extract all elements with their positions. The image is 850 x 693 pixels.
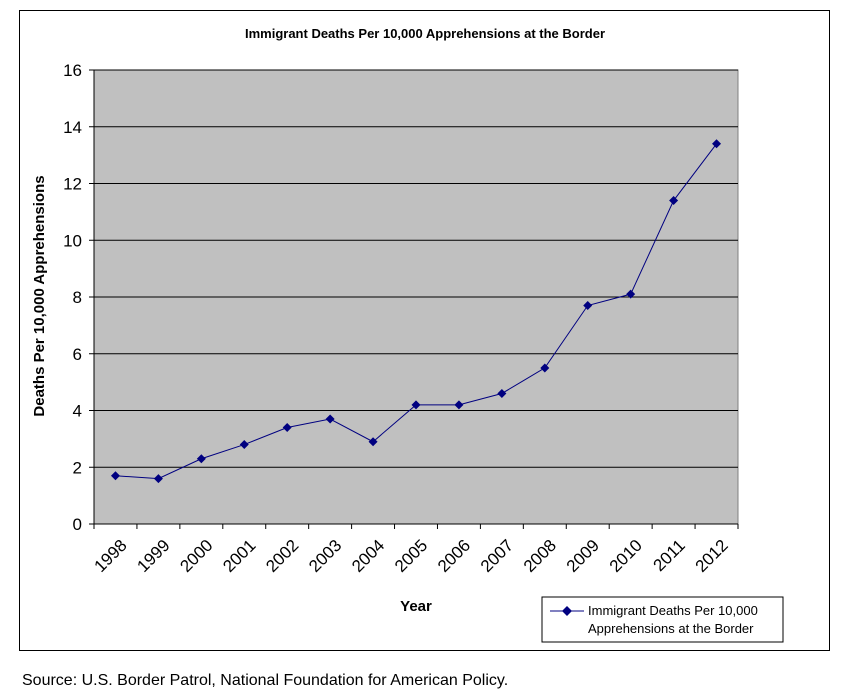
x-tick-label: 2009: [563, 536, 603, 576]
legend-box: [541, 596, 784, 643]
data-point: [368, 437, 378, 447]
x-tick-label: 2001: [219, 536, 259, 576]
x-tick-label: 2004: [348, 536, 388, 576]
x-axis-label: Year: [400, 598, 432, 615]
y-tick-label: 6: [73, 345, 82, 364]
axes: [89, 69, 739, 529]
y-tick-label: 4: [73, 402, 82, 421]
data-point: [153, 474, 163, 484]
chart-title: Immigrant Deaths Per 10,000 Apprehension…: [245, 26, 605, 41]
data-point: [540, 363, 550, 373]
x-tick-label: 2007: [477, 536, 517, 576]
x-tick-label: 2012: [692, 536, 732, 576]
source-note: Source: U.S. Border Patrol, National Fou…: [22, 672, 509, 689]
y-tick-label: 2: [73, 458, 82, 477]
data-point: [497, 388, 507, 398]
x-tick-label: 2003: [305, 536, 345, 576]
data-point: [196, 454, 206, 464]
x-tick-label: 2005: [391, 536, 431, 576]
data-point: [454, 400, 464, 410]
y-tick-label: 12: [63, 175, 82, 194]
y-tick-labels: 0 2 4 6 8 10 12 14 16: [63, 61, 82, 534]
x-tick-labels: 1998 1999 2000 2001 2002 2003 2004 2005 2006 2007…: [91, 536, 732, 576]
data-point: [239, 440, 249, 450]
y-tick-label: 16: [63, 61, 82, 80]
x-tick-label: 2000: [176, 536, 216, 576]
data-point: [282, 423, 292, 433]
data-series: [110, 139, 722, 484]
data-point: [110, 471, 120, 481]
x-tick-label: 2011: [650, 536, 689, 575]
x-tick-label: 2006: [434, 536, 474, 576]
data-point: [411, 400, 421, 410]
x-tick-label: 1999: [133, 536, 173, 576]
y-tick-label: 0: [73, 515, 82, 534]
data-point: [669, 196, 679, 206]
x-tick-label: 2008: [520, 536, 560, 576]
x-tick-label: 2010: [606, 536, 646, 576]
y-tick-label: 14: [63, 118, 82, 137]
data-point: [583, 301, 593, 311]
x-tick-label: 1998: [91, 536, 131, 576]
legend-marker-swatch: [562, 606, 572, 616]
data-point: [626, 289, 636, 299]
legend-text-line1: Immigrant Deaths Per 10,000: [588, 603, 758, 618]
y-tick-label: 8: [73, 288, 82, 307]
data-point: [325, 414, 335, 424]
legend-text-line2: Apprehensions at the Border: [588, 621, 754, 636]
y-axis-label: Deaths Per 10,000 Apprehensions: [31, 175, 48, 416]
x-tick-label: 2002: [262, 536, 302, 576]
y-tick-label: 10: [63, 231, 82, 250]
legend: Immigrant Deaths Per 10,000 Apprehension…: [541, 596, 784, 643]
data-point: [712, 139, 722, 149]
